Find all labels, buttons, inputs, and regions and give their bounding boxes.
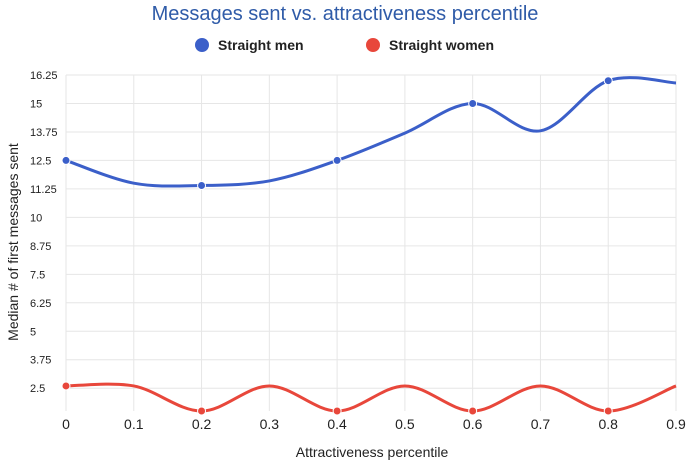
y-tick-label: 10 (30, 212, 42, 224)
chart-title: Messages sent vs. attractiveness percent… (151, 3, 539, 25)
data-point[interactable] (61, 381, 71, 391)
y-tick-label: 3.75 (30, 355, 51, 367)
x-tick-label: 0.2 (192, 416, 212, 432)
data-point[interactable] (468, 406, 478, 416)
y-tick-label: 16.25 (30, 70, 58, 82)
legend-swatch-straight-women (366, 38, 380, 52)
series-markers (61, 76, 613, 416)
data-point[interactable] (603, 406, 613, 416)
x-tick-label: 0.4 (327, 416, 347, 432)
legend-label: Straight women (389, 37, 495, 53)
y-axis: 2.5 3.75 5 6.25 7.5 8.75 10 11.25 12.5 13.75 15 16.… (30, 70, 58, 395)
x-axis-label: Attractiveness percentile (296, 444, 449, 460)
x-tick-label: 0.1 (124, 416, 144, 432)
data-point[interactable] (197, 180, 207, 190)
x-axis: 0 0.1 0.2 0.3 0.4 0.5 0.6 0.7 0.8 0.9 (62, 416, 686, 432)
data-point[interactable] (468, 98, 478, 108)
y-tick-label: 8.75 (30, 241, 51, 253)
data-point[interactable] (603, 76, 613, 86)
x-tick-label: 0.5 (395, 416, 415, 432)
series-line-straight-men (65, 76, 677, 188)
y-tick-label: 2.5 (30, 383, 45, 395)
data-point[interactable] (61, 155, 71, 165)
y-tick-label: 12.5 (30, 155, 51, 167)
y-tick-label: 15 (30, 98, 42, 110)
data-point[interactable] (197, 406, 207, 416)
legend: Straight men Straight women (0, 37, 690, 57)
legend-item-straight-women[interactable]: Straight women (366, 37, 494, 53)
y-axis-label: Median # of first messages sent (5, 143, 21, 341)
x-tick-label: 0.9 (666, 416, 686, 432)
x-tick-label: 0.6 (463, 416, 483, 432)
legend-label: Straight men (218, 37, 304, 53)
legend-item-straight-men[interactable]: Straight men (195, 37, 304, 53)
y-tick-label: 5 (30, 326, 36, 338)
x-tick-label: 0 (62, 416, 70, 432)
y-tick-label: 13.75 (30, 127, 58, 139)
series-line-straight-women (65, 382, 677, 413)
data-point[interactable] (332, 155, 342, 165)
y-tick-label: 6.25 (30, 298, 51, 310)
gridlines (65, 74, 677, 411)
data-point[interactable] (332, 406, 342, 416)
series-lines (65, 76, 677, 413)
legend-swatch-straight-men (195, 38, 209, 52)
y-tick-label: 11.25 (30, 184, 57, 196)
x-tick-label: 0.3 (260, 416, 280, 432)
x-tick-label: 0.7 (531, 416, 551, 432)
x-tick-label: 0.8 (598, 416, 618, 432)
y-tick-label: 7.5 (30, 269, 45, 281)
